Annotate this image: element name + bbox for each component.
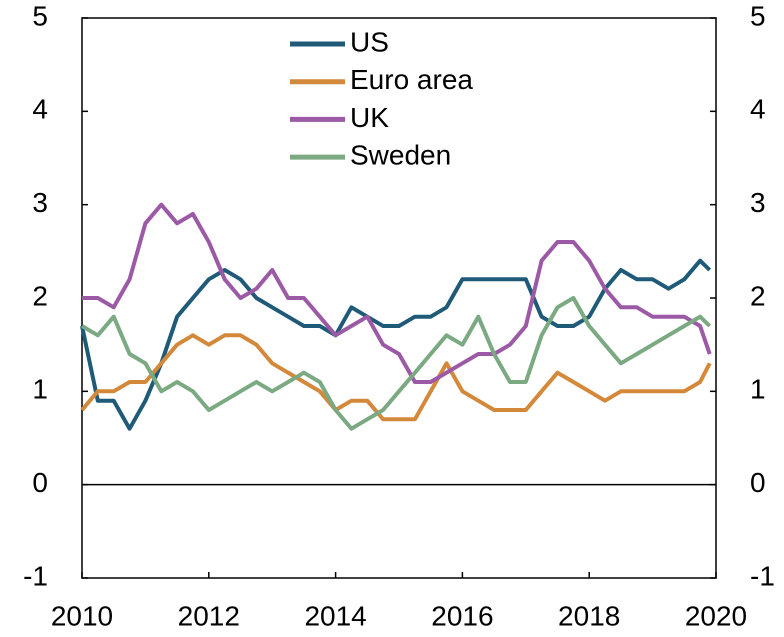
- y2-tick-label: 3: [750, 187, 766, 218]
- y-tick-label: 4: [32, 94, 48, 125]
- x-tick-label: 2018: [558, 600, 620, 631]
- y-tick-label: 2: [32, 280, 48, 311]
- y-tick-label: 3: [32, 187, 48, 218]
- series-line: [82, 202, 712, 384]
- x-tick-label: 2016: [431, 600, 493, 631]
- x-tick-label: 2020: [685, 600, 747, 631]
- series-line: [80, 296, 712, 431]
- y-tick-label: 1: [32, 374, 48, 405]
- legend-label: Sweden: [350, 139, 451, 170]
- legend-label: Euro area: [350, 64, 473, 95]
- x-tick-label: 2012: [178, 600, 240, 631]
- series-line: [80, 333, 712, 422]
- y2-tick-label: 2: [750, 280, 766, 311]
- y2-tick-label: 4: [750, 94, 766, 125]
- series-line: [80, 258, 712, 431]
- y-tick-label: -1: [23, 560, 48, 591]
- legend-label: UK: [350, 102, 389, 133]
- y-tick-label: 0: [32, 467, 48, 498]
- y2-tick-label: 1: [750, 374, 766, 405]
- x-tick-label: 2010: [51, 600, 113, 631]
- y-tick-label: 5: [32, 0, 48, 31]
- legend-label: US: [350, 26, 389, 57]
- y2-tick-label: 0: [750, 467, 766, 498]
- x-tick-label: 2014: [304, 600, 366, 631]
- y2-tick-label: -1: [750, 560, 775, 591]
- plot-frame: [81, 17, 717, 579]
- y2-tick-label: 5: [750, 0, 766, 31]
